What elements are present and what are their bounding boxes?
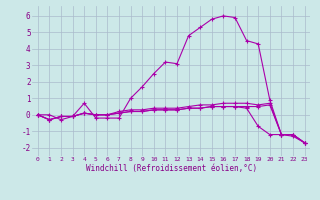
X-axis label: Windchill (Refroidissement éolien,°C): Windchill (Refroidissement éolien,°C)	[86, 164, 257, 173]
